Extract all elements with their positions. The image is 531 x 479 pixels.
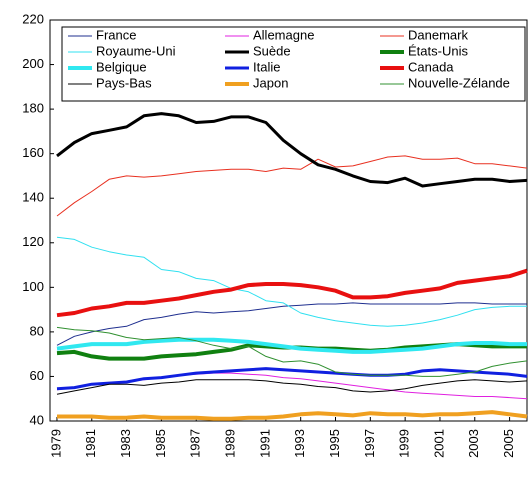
plot-frame (49, 19, 528, 422)
legend-label: Japon (253, 75, 288, 90)
legend-label: Nouvelle-Zélande (408, 75, 510, 90)
series-line (56, 268, 528, 318)
series-line (56, 326, 528, 377)
legend-label: Pays-Bas (96, 75, 152, 90)
legend-label: Allemagne (253, 27, 314, 42)
series-line (56, 302, 527, 346)
series-line (56, 367, 528, 391)
legend-label: Canada (408, 59, 454, 74)
legend-label: Danemark (408, 27, 468, 42)
y-tick-label: 100 (22, 279, 44, 294)
y-tick-label: 160 (22, 145, 44, 160)
series-line (57, 410, 528, 421)
y-tick-label: 40 (30, 412, 44, 427)
x-tick-label: 1983 (118, 429, 133, 458)
series-line (56, 236, 527, 327)
legend: France Allemagne Danemark Royaume-Uni Suède É… (61, 26, 526, 102)
x-tick-label: 1987 (188, 429, 203, 458)
y-tick-label: 220 (22, 11, 44, 26)
legend-label: Suède (253, 43, 291, 58)
x-tick-label: 1999 (397, 429, 412, 458)
x-tick-label: 1995 (327, 429, 342, 458)
x-tick-label: 1985 (153, 429, 168, 458)
series-line (56, 337, 527, 354)
y-tick-label: 140 (22, 190, 44, 205)
y-tick-label: 60 (30, 368, 44, 383)
legend-label: Belgique (96, 59, 147, 74)
y-tick-label: 120 (22, 234, 44, 249)
x-tick-label: 1989 (222, 429, 237, 458)
legend-label: Royaume-Uni (96, 43, 176, 58)
series-line (56, 379, 528, 395)
y-tick-label: 180 (22, 101, 44, 116)
y-tick-label: 200 (22, 56, 44, 71)
x-tick-label: 2001 (431, 429, 446, 458)
x-tick-label: 1993 (292, 429, 307, 458)
x-tick-label: 2003 (466, 429, 481, 458)
series-line (56, 155, 528, 217)
legend-label: États-Unis (408, 43, 468, 58)
x-tick-label: 1997 (362, 429, 377, 458)
series-line (56, 372, 528, 400)
series-line (56, 112, 528, 188)
x-tick-label: 1981 (83, 429, 98, 458)
x-tick-label: 1991 (257, 429, 272, 458)
legend-label: France (96, 27, 136, 42)
legend-box (61, 26, 526, 102)
x-tick-label: 1979 (48, 429, 63, 458)
x-tick-label: 2005 (501, 429, 516, 458)
y-tick-label: 80 (30, 323, 44, 338)
legend-label: Italie (253, 59, 280, 74)
